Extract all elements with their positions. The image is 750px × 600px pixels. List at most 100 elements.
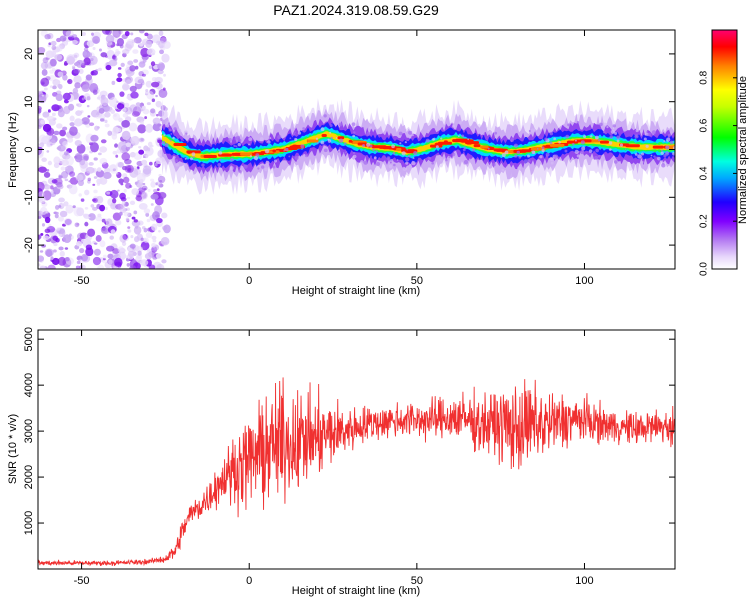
- ridge-speckle: [175, 163, 179, 167]
- noise-blob: [105, 206, 108, 211]
- noise-blob: [46, 226, 50, 230]
- noise-blob: [127, 39, 134, 45]
- ridge-speckle: [523, 159, 528, 164]
- noise-blob: [81, 117, 90, 125]
- noise-blob: [155, 94, 158, 98]
- noise-blob: [143, 228, 148, 233]
- ridge-speckle: [594, 155, 599, 160]
- noise-blob: [43, 171, 51, 178]
- noise-blob: [158, 88, 168, 99]
- ridge-speckle: [323, 148, 328, 153]
- noise-blob: [151, 223, 158, 231]
- ridge-speckle: [370, 155, 372, 158]
- ridge-speckle: [580, 152, 583, 155]
- noise-blob: [150, 61, 156, 67]
- ridge-speckle: [169, 139, 172, 142]
- noise-blob: [59, 210, 68, 218]
- noise-blob: [73, 54, 78, 58]
- ridge-speckle: [616, 135, 621, 140]
- noise-blob: [134, 236, 140, 243]
- snr-axes: -50 0 50 100 1000 2000 3000 4000 5000: [23, 327, 675, 587]
- noise-blob: [105, 34, 115, 43]
- noise-blob: [157, 175, 166, 184]
- noise-blob: [86, 96, 91, 101]
- ridge-speckle: [376, 162, 381, 166]
- ridge-speckle: [320, 140, 325, 145]
- ridge-speckle: [572, 142, 575, 146]
- noise-blob: [112, 212, 122, 221]
- y-tick-label: 5000: [23, 327, 35, 351]
- noise-blob: [51, 179, 58, 184]
- noise-blob: [59, 149, 66, 158]
- noise-blob: [115, 172, 119, 175]
- ridge-speckle: [352, 154, 357, 159]
- ridge-speckle: [541, 148, 545, 153]
- noise-blob: [84, 206, 89, 210]
- noise-blob: [40, 30, 48, 37]
- ridge-speckle: [391, 144, 395, 149]
- noise-blob: [121, 152, 131, 161]
- noise-blob: [69, 126, 78, 136]
- ridge-speckle: [338, 138, 344, 143]
- noise-blob: [40, 232, 44, 236]
- noise-blob: [58, 246, 64, 251]
- noise-blob: [117, 189, 120, 192]
- ridge-speckle: [223, 170, 226, 173]
- ridge-speckle: [217, 163, 222, 167]
- noise-blob: [153, 189, 158, 193]
- noise-blob: [146, 218, 151, 223]
- ridge-speckle: [467, 138, 470, 141]
- ridge-speckle: [304, 153, 309, 158]
- noise-blob: [114, 143, 119, 148]
- noise-blob: [107, 130, 113, 136]
- ridge-speckle: [574, 149, 579, 155]
- snr-panel: -50 0 50 100 1000 2000 3000 4000 5000 Height of …: [7, 327, 676, 597]
- noise-blob: [125, 79, 132, 85]
- noise-blob: [84, 189, 90, 196]
- ridge-speckle: [657, 156, 661, 161]
- noise-blob: [41, 94, 45, 97]
- ridge-speckle: [366, 142, 371, 147]
- noise-blob: [68, 184, 78, 195]
- noise-blob: [42, 57, 49, 64]
- ridge-speckle: [554, 154, 559, 159]
- noise-blob: [96, 178, 103, 185]
- noise-blob: [100, 97, 109, 106]
- noise-blob: [40, 119, 45, 125]
- noise-blob: [160, 237, 170, 246]
- noise-blob: [77, 179, 85, 187]
- snr-frame: [37, 329, 676, 570]
- noise-blob: [76, 103, 79, 107]
- noise-blob: [137, 78, 145, 84]
- noise-blob: [55, 181, 63, 188]
- noise-blob: [41, 157, 47, 162]
- ridge-cyan-band: [162, 126, 675, 164]
- ridge-speckle: [401, 151, 406, 156]
- noise-blob: [60, 159, 70, 166]
- noise-blob: [65, 155, 74, 166]
- noise-blob: [71, 34, 78, 39]
- noise-blob: [67, 78, 73, 85]
- noise-blob: [54, 213, 59, 219]
- noise-blob: [50, 40, 57, 47]
- noise-blob: [77, 60, 85, 66]
- ridge-speckle: [419, 164, 422, 167]
- noise-blob: [60, 166, 66, 171]
- ridge-core-segment: [493, 148, 504, 152]
- noise-blob: [74, 118, 83, 127]
- noise-blob: [139, 259, 149, 266]
- ridge-core-segment: [187, 150, 192, 154]
- ridge-speckle: [603, 130, 606, 134]
- noise-blob: [88, 162, 94, 166]
- ridge-speckle: [184, 157, 187, 160]
- noise-blob: [112, 112, 121, 121]
- ridge-speckle: [228, 137, 232, 142]
- noise-blob: [131, 188, 140, 196]
- noise-blob: [38, 263, 41, 267]
- noise-blob: [155, 100, 162, 108]
- noise-blob: [84, 221, 89, 227]
- ridge-speckle: [201, 163, 205, 167]
- ridge-speckle: [451, 124, 455, 128]
- ridge-speckle: [238, 170, 242, 173]
- colorbar-ticks: 0.0 0.2 0.4 0.6 0.8: [699, 70, 737, 276]
